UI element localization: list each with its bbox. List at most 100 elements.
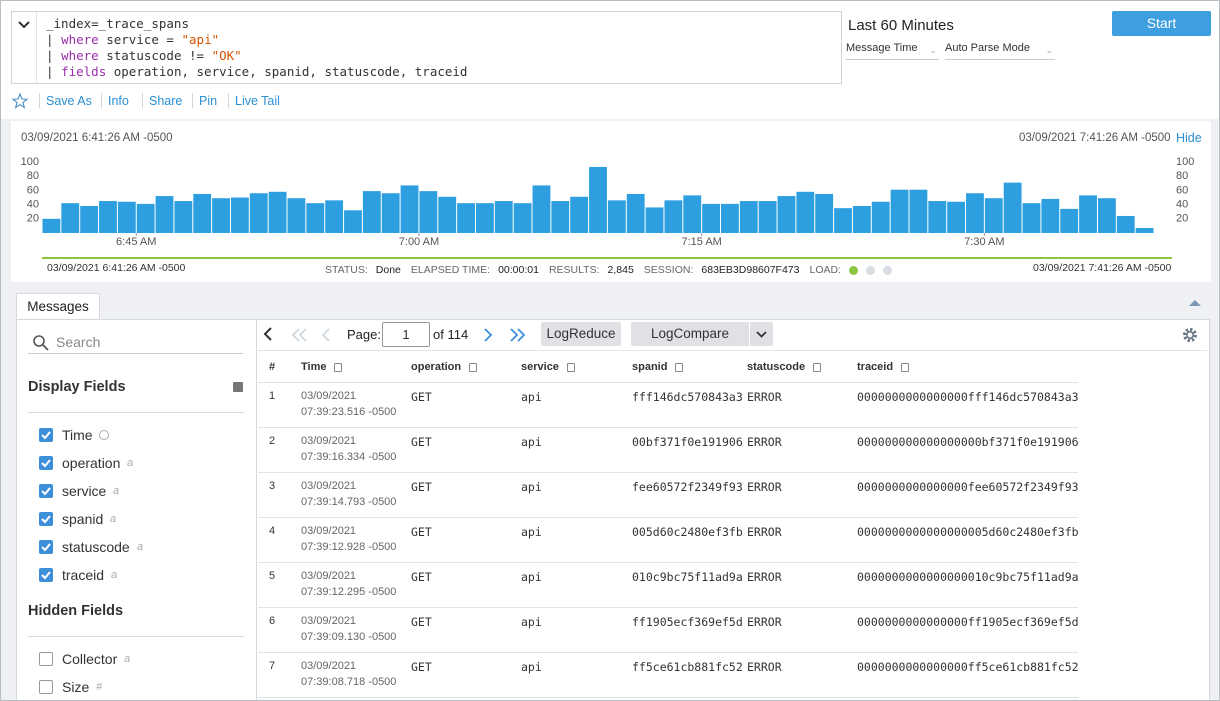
table-cell: 00bf371f0e191906: [632, 435, 743, 449]
table-cell: api: [521, 480, 542, 494]
favorite-star[interactable]: [11, 92, 29, 115]
checkbox[interactable]: [39, 652, 53, 666]
chevron-icon: [18, 21, 30, 29]
search-box[interactable]: Search: [28, 332, 243, 354]
logreduce-button[interactable]: LogReduce: [541, 322, 621, 346]
toolbar-link[interactable]: Pin: [199, 94, 218, 108]
field-name: Size: [62, 679, 90, 695]
bar: [589, 166, 607, 233]
column-header: service: [521, 361, 559, 373]
query-box[interactable]: [11, 11, 842, 84]
bar: [42, 218, 61, 233]
row-line: [258, 382, 1078, 383]
page-input[interactable]: 1: [382, 322, 430, 347]
bar: [381, 193, 400, 233]
table-cell: 7: [269, 660, 276, 672]
collapse-panel[interactable]: [1187, 295, 1203, 313]
query-token: |: [46, 32, 62, 47]
search-icon: [33, 335, 49, 351]
single-left: [321, 328, 330, 342]
table-cell: 1: [269, 390, 276, 402]
status-label: LOAD:: [809, 264, 842, 276]
table-cell: 2: [269, 435, 276, 447]
bar: [890, 189, 909, 233]
copy-icon[interactable]: [901, 363, 909, 372]
field-name: service: [62, 483, 107, 499]
x-tick-label: 7:30 AM: [964, 236, 1004, 248]
toolbar-separator: [39, 93, 40, 108]
table-cell: api: [521, 570, 542, 584]
settings-gear[interactable]: [1182, 327, 1198, 348]
checkbox[interactable]: [39, 428, 53, 442]
divider: [28, 412, 244, 413]
start-button[interactable]: Start: [1112, 11, 1211, 36]
toolbar-link[interactable]: Info: [108, 94, 129, 108]
bar: [1041, 198, 1060, 233]
first-page[interactable]: [289, 326, 311, 349]
caret-icon: [756, 331, 767, 338]
bar: [1022, 203, 1041, 233]
field-type: a: [127, 457, 134, 469]
checkbox[interactable]: [39, 540, 53, 554]
bar: [570, 196, 589, 233]
checkbox[interactable]: [39, 512, 53, 526]
logcompare-dropdown[interactable]: [750, 322, 773, 346]
table-cell: GET: [411, 615, 432, 629]
x-tick-label: 7:15 AM: [681, 236, 721, 248]
toolbar-link[interactable]: Share: [149, 94, 183, 108]
checkbox[interactable]: [39, 568, 53, 582]
toolbar-separator: [142, 93, 143, 108]
bar: [287, 198, 306, 233]
bar: [834, 208, 852, 233]
checkbox[interactable]: [39, 484, 53, 498]
bar: [494, 201, 513, 233]
dropdown[interactable]: Message Time ⌄: [846, 41, 939, 60]
save-icon[interactable]: [233, 382, 243, 392]
copy-icon[interactable]: [813, 363, 821, 372]
bar: [796, 191, 815, 233]
query-collapse[interactable]: [12, 12, 37, 83]
copy-icon[interactable]: [567, 363, 575, 372]
logcompare-button[interactable]: LogCompare: [631, 322, 749, 346]
checkbox[interactable]: [39, 680, 53, 694]
next-page[interactable]: [481, 326, 495, 349]
table-cell: GET: [411, 435, 432, 449]
bar: [532, 185, 551, 233]
messages-panel: [16, 319, 1210, 700]
column-header: traceid: [857, 361, 894, 373]
bar: [438, 196, 457, 233]
last-page[interactable]: [507, 326, 529, 349]
histogram-start: 03/09/2021 6:41:26 AM -0500: [21, 132, 173, 144]
table-cell: ERROR: [747, 435, 782, 449]
toolbar-link[interactable]: Save As: [46, 94, 92, 108]
status-value: 2,845: [607, 264, 634, 276]
dropdown-caret: ⌄: [929, 45, 937, 55]
hide-link[interactable]: Hide: [1176, 131, 1202, 145]
copy-icon[interactable]: [469, 363, 477, 372]
messages-tab[interactable]: Messages: [16, 293, 100, 320]
search-placeholder: Search: [56, 334, 101, 350]
table-cell: 3: [269, 480, 276, 492]
checkbox[interactable]: [39, 456, 53, 470]
bar: [721, 203, 739, 233]
bar: [777, 196, 796, 233]
row-line: [258, 472, 1078, 473]
bar: [607, 200, 626, 233]
gear-icon: [1183, 328, 1197, 342]
double-left: [291, 328, 307, 342]
field-name: traceid: [62, 567, 105, 583]
copy-icon[interactable]: [334, 363, 342, 372]
histogram: 20 20 40 40 60 60 80 80 100 100 6:45 AM 7:00 AM 7:15…: [21, 156, 1195, 248]
copy-icon[interactable]: [675, 363, 683, 372]
table-cell: 5: [269, 570, 276, 582]
load-dot: [866, 265, 876, 275]
pager-collapse[interactable]: [260, 325, 276, 348]
table-cell: ERROR: [747, 390, 782, 404]
bar: [117, 201, 136, 233]
prev-page[interactable]: [319, 326, 333, 349]
table-cell: 6: [269, 615, 276, 627]
dropdown[interactable]: Auto Parse Mode ⌄: [945, 41, 1055, 60]
toolbar-link[interactable]: Live Tail: [235, 94, 280, 108]
time-range[interactable]: Last 60 Minutes: [848, 17, 954, 34]
dropdown-label: Auto Parse Mode: [945, 42, 1030, 54]
